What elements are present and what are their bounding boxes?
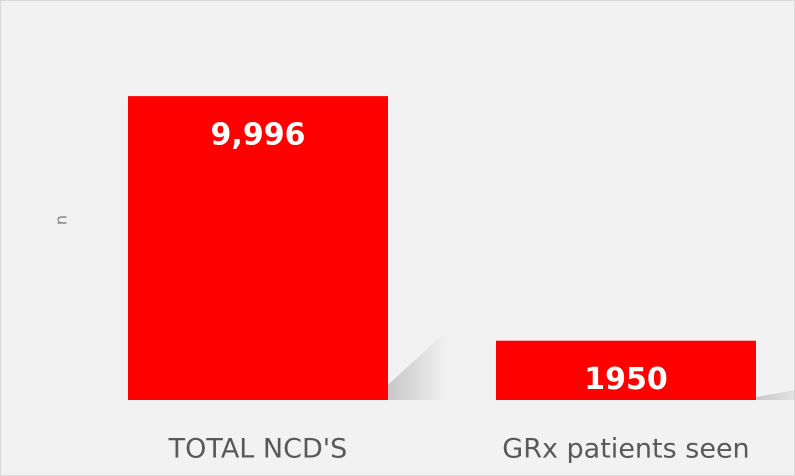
bar [128,96,388,401]
x-tick-label: GRx patients seen [502,434,749,465]
data-label: 1950 [584,362,668,397]
bar-shadow [388,330,448,400]
x-tick-label: TOTAL NCD'S [168,434,348,465]
bar-shadow [756,390,795,400]
y-axis-label: n [52,215,71,225]
bar [496,340,756,400]
data-label: 9,996 [211,118,306,153]
